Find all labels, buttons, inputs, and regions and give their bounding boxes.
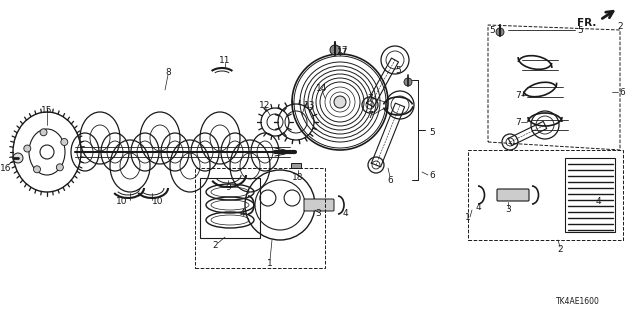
Circle shape	[330, 45, 340, 55]
Text: 10: 10	[152, 197, 164, 206]
Text: 9: 9	[225, 182, 231, 191]
Circle shape	[496, 28, 504, 36]
Text: 6: 6	[429, 171, 435, 180]
Text: 17: 17	[337, 45, 349, 54]
Text: 5: 5	[489, 26, 495, 35]
Text: 3: 3	[315, 210, 321, 219]
Text: 2: 2	[617, 21, 623, 30]
Text: 4: 4	[475, 204, 481, 212]
Text: 7: 7	[367, 110, 373, 119]
Text: 14: 14	[316, 84, 328, 92]
Text: 7: 7	[515, 91, 521, 100]
Circle shape	[13, 153, 23, 163]
Text: 1: 1	[267, 259, 273, 268]
Circle shape	[24, 145, 31, 152]
Text: 5: 5	[429, 127, 435, 137]
Text: 7: 7	[515, 117, 521, 126]
Text: 10: 10	[116, 197, 128, 206]
Text: 4: 4	[342, 210, 348, 219]
Text: 3: 3	[505, 205, 511, 214]
Text: 8: 8	[165, 68, 171, 76]
Text: 7: 7	[367, 93, 373, 102]
Circle shape	[40, 129, 47, 136]
Text: 18: 18	[292, 172, 304, 181]
Text: 15: 15	[41, 106, 52, 115]
Text: 13: 13	[304, 100, 316, 109]
Circle shape	[61, 139, 68, 146]
Text: TK4AE1600: TK4AE1600	[556, 298, 600, 307]
FancyBboxPatch shape	[304, 199, 334, 211]
Circle shape	[33, 166, 40, 173]
Text: 16: 16	[0, 164, 12, 172]
FancyBboxPatch shape	[497, 189, 529, 201]
Text: 17: 17	[337, 47, 349, 57]
Text: FR.: FR.	[577, 18, 596, 28]
FancyBboxPatch shape	[291, 163, 301, 168]
Text: 12: 12	[259, 100, 271, 109]
Circle shape	[404, 78, 412, 86]
Text: 6: 6	[387, 175, 393, 185]
Circle shape	[334, 96, 346, 108]
Text: 6: 6	[619, 87, 625, 97]
Text: 2: 2	[212, 241, 218, 250]
Text: 1: 1	[465, 212, 471, 221]
Text: 4: 4	[239, 210, 245, 219]
Text: 4: 4	[595, 197, 601, 206]
Text: 2: 2	[557, 245, 563, 254]
Text: 5: 5	[577, 26, 583, 35]
Text: 5: 5	[395, 66, 401, 75]
Text: 11: 11	[220, 55, 231, 65]
Circle shape	[56, 164, 63, 171]
